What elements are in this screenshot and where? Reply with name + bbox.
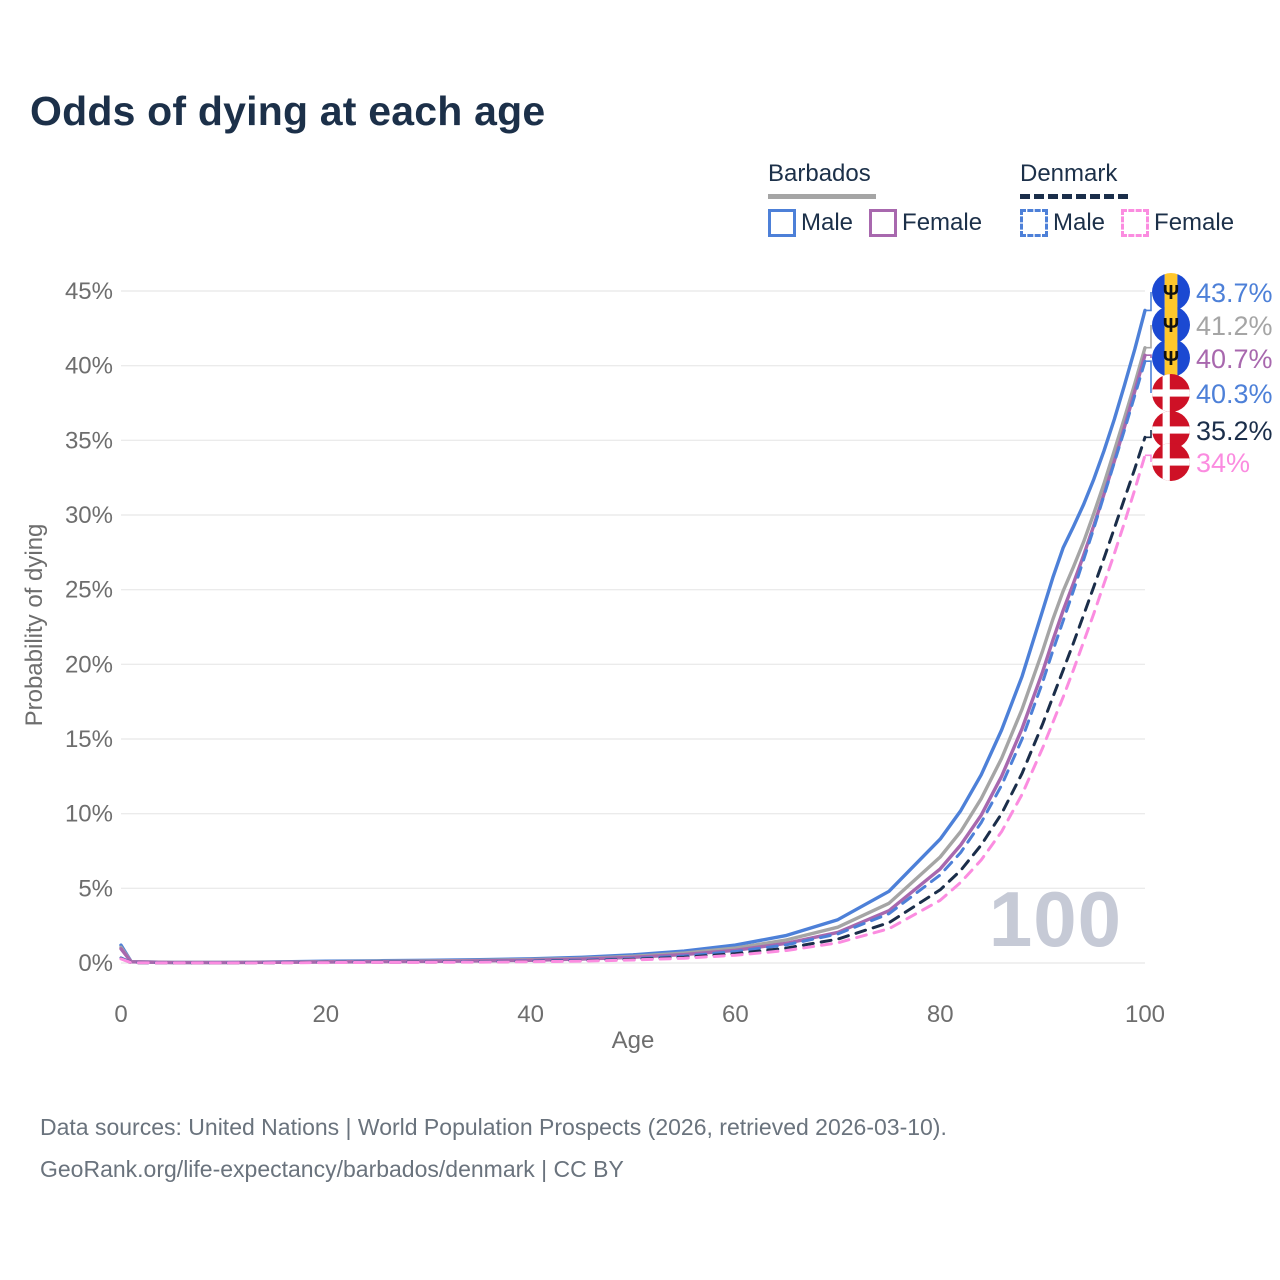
legend-group-denmark-label: Denmark (1020, 160, 1118, 187)
barbados-flag-icon: Ψ (1152, 306, 1190, 344)
y-tick-10: 10% (65, 801, 113, 828)
denmark-female-swatch-icon[interactable] (1121, 209, 1150, 237)
y-tick-45: 45% (65, 278, 113, 305)
end-label-barbados-male: 43.7% (1196, 278, 1273, 308)
barbados-flag-icon: Ψ (1152, 273, 1190, 311)
page-title: Odds of dying at each age (30, 88, 546, 134)
legend-item-barbados-male-label[interactable]: Male (801, 209, 854, 236)
footer: Data sources: United Nations | World Pop… (40, 1106, 947, 1190)
footer-data-sources: Data sources: United Nations | World Pop… (40, 1114, 947, 1140)
barbados-female-swatch-icon[interactable] (869, 209, 898, 237)
end-label-barbados-female: 40.7% (1196, 344, 1273, 374)
series-line-denmark-male (119, 359, 1147, 965)
series-line-denmark-total (119, 435, 1147, 965)
legend-group-barbados-label: Barbados (768, 160, 871, 187)
end-label-barbados-total: 41.2% (1196, 311, 1273, 341)
x-tick-40: 40 (517, 1001, 544, 1028)
y-tick-5: 5% (78, 875, 113, 902)
barbados-flag-icon: Ψ (1152, 339, 1190, 377)
legend-item-denmark-male[interactable]: Male (1020, 209, 1105, 237)
y-axis-title: Probability of dying (21, 524, 48, 727)
end-label-denmark-female: 34% (1196, 448, 1250, 478)
denmark-male-swatch-icon[interactable] (1020, 209, 1048, 237)
denmark-flag-icon (1152, 443, 1190, 481)
x-tick-100: 100 (1125, 1001, 1165, 1028)
leader-line-denmark-female (1145, 454, 1152, 462)
leader-line-barbados-female (1145, 354, 1152, 358)
legend-item-denmark-male-label[interactable]: Male (1053, 209, 1106, 236)
x-tick-0: 0 (114, 1001, 127, 1028)
barbados-male-swatch-icon[interactable] (768, 209, 796, 237)
legend-item-barbados-female[interactable]: Female (869, 209, 982, 237)
barbados-solid-line-key (768, 194, 876, 199)
legend-group-barbados: Barbados Male Female (768, 160, 998, 237)
y-tick-25: 25% (65, 577, 113, 604)
age-watermark: 100 (988, 875, 1122, 963)
end-label-denmark-total: 35.2% (1196, 416, 1273, 446)
x-axis-title: Age (612, 1027, 655, 1054)
svg-text:Ψ: Ψ (1163, 348, 1179, 370)
x-tick-80: 80 (927, 1001, 954, 1028)
denmark-flag-icon (1152, 411, 1190, 449)
svg-text:Ψ: Ψ (1163, 282, 1179, 304)
y-tick-20: 20% (65, 651, 113, 678)
leader-line-denmark-male (1145, 360, 1152, 393)
legend-item-barbados-male[interactable]: Male (768, 209, 853, 237)
y-tick-0: 0% (78, 950, 113, 977)
x-tick-60: 60 (722, 1001, 749, 1028)
gridlines (121, 290, 1145, 964)
legend-item-barbados-female-label[interactable]: Female (902, 209, 983, 236)
series-line-barbados-male (119, 308, 1147, 965)
legend-group-denmark: Denmark Male Female (1020, 160, 1250, 237)
leader-line-denmark-total (1145, 430, 1152, 439)
series-line-denmark-female (119, 453, 1147, 965)
y-tick-35: 35% (65, 427, 113, 454)
line-chart: Ψ 43.7% Ψ 41.2% Ψ 40.7% 40.3% 35.2%34% 0% 5% 10% 1… (21, 273, 1273, 1054)
y-tick-40: 40% (65, 353, 113, 380)
end-labels: Ψ 43.7% Ψ 41.2% Ψ 40.7% 40.3% 35.2%34% (1145, 273, 1273, 481)
legend-item-denmark-female-label[interactable]: Female (1154, 209, 1235, 236)
series-line-barbados-female (119, 353, 1147, 965)
footer-attribution: GeoRank.org/life-expectancy/barbados/den… (40, 1156, 624, 1182)
denmark-flag-icon (1152, 374, 1190, 412)
axis-ticks: 0% 5% 10% 15% 20% 25% 30% 35% 40% 45% 0 20 40 60 80 100 (65, 278, 1165, 1028)
y-tick-30: 30% (65, 502, 113, 529)
end-label-denmark-male: 40.3% (1196, 379, 1273, 409)
denmark-dashed-line-key (1020, 194, 1128, 199)
leader-line-barbados-male (1145, 292, 1152, 312)
legend-item-denmark-female[interactable]: Female (1121, 209, 1234, 237)
svg-text:Ψ: Ψ (1163, 315, 1179, 337)
y-tick-15: 15% (65, 726, 113, 753)
x-tick-20: 20 (312, 1001, 339, 1028)
leader-line-barbados-total (1145, 325, 1152, 349)
series-lines (119, 308, 1147, 965)
